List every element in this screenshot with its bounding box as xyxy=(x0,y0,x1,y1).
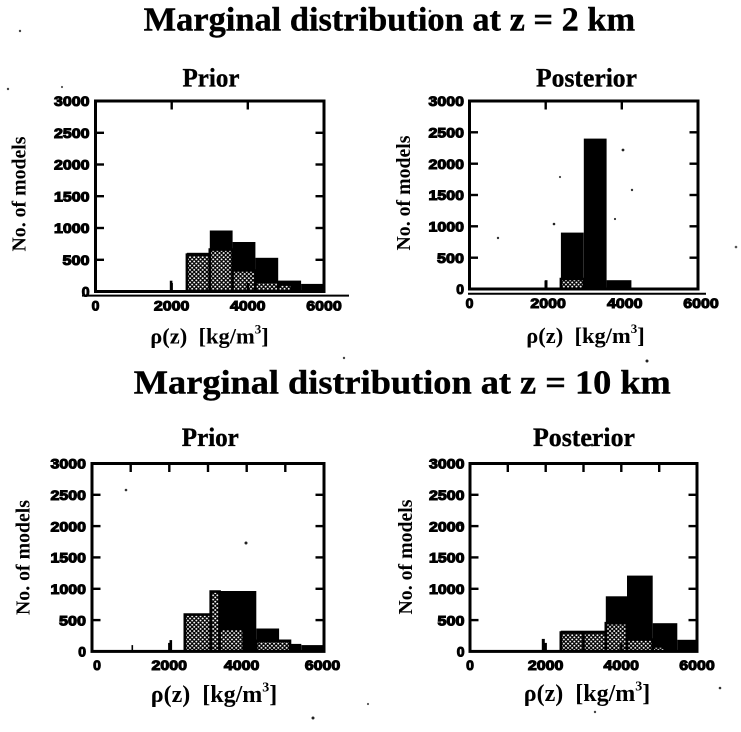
svg-text:1000: 1000 xyxy=(54,220,90,236)
svg-text:Prior: Prior xyxy=(182,423,239,452)
svg-text:Marginal distribution at z = 2: Marginal distribution at z = 2 km xyxy=(144,1,636,38)
svg-text:2500: 2500 xyxy=(429,487,465,503)
svg-text:0: 0 xyxy=(466,295,474,311)
svg-text:2000: 2000 xyxy=(54,157,90,173)
svg-text:1000: 1000 xyxy=(51,581,87,597)
svg-text:6000: 6000 xyxy=(305,657,341,673)
svg-text:4000: 4000 xyxy=(607,295,643,311)
svg-text:1500: 1500 xyxy=(54,188,90,204)
svg-text:2500: 2500 xyxy=(54,125,90,141)
svg-text:1500: 1500 xyxy=(51,550,87,566)
svg-text:6000: 6000 xyxy=(683,295,719,311)
svg-text:No. of models: No. of models xyxy=(395,499,417,614)
svg-text:2500: 2500 xyxy=(51,487,87,503)
svg-text:0: 0 xyxy=(456,281,464,297)
svg-text:6000: 6000 xyxy=(679,657,715,673)
svg-text:0: 0 xyxy=(82,284,90,300)
svg-text:0: 0 xyxy=(466,657,474,673)
svg-text:4000: 4000 xyxy=(604,657,640,673)
svg-text:3000: 3000 xyxy=(51,456,87,472)
svg-text:Posterior: Posterior xyxy=(533,423,635,452)
svg-text:6000: 6000 xyxy=(306,298,342,314)
svg-text:500: 500 xyxy=(63,252,90,268)
svg-text:No. of models: No. of models xyxy=(13,500,35,615)
svg-text:2000: 2000 xyxy=(152,657,188,673)
svg-text:ρ(z) [kg/m3]: ρ(z) [kg/m3] xyxy=(150,322,269,349)
svg-text:3000: 3000 xyxy=(429,93,465,109)
svg-text:2000: 2000 xyxy=(429,156,465,172)
svg-text:No. of models: No. of models xyxy=(393,135,415,250)
svg-text:4000: 4000 xyxy=(230,298,266,314)
svg-text:Prior: Prior xyxy=(183,63,240,92)
svg-text:2500: 2500 xyxy=(429,125,465,141)
svg-text:0: 0 xyxy=(93,657,101,673)
svg-text:3000: 3000 xyxy=(54,93,90,109)
svg-text:ρ(z) [kg/m3]: ρ(z) [kg/m3] xyxy=(526,321,645,348)
svg-text:4000: 4000 xyxy=(224,657,260,673)
svg-text:0: 0 xyxy=(457,644,465,660)
svg-text:No. of models: No. of models xyxy=(9,136,31,251)
svg-text:Posterior: Posterior xyxy=(536,63,637,92)
svg-text:Marginal distribution at z = 1: Marginal distribution at z = 10 km xyxy=(134,365,671,402)
svg-text:500: 500 xyxy=(59,612,86,628)
svg-text:0: 0 xyxy=(78,644,86,660)
svg-text:1000: 1000 xyxy=(429,581,465,597)
svg-text:1000: 1000 xyxy=(429,219,465,235)
svg-text:500: 500 xyxy=(437,250,464,266)
svg-text:ρ(z) [kg/m3]: ρ(z) [kg/m3] xyxy=(151,681,277,709)
svg-text:ρ(z) [kg/m3]: ρ(z) [kg/m3] xyxy=(524,680,650,708)
svg-text:2000: 2000 xyxy=(530,295,566,311)
svg-text:3000: 3000 xyxy=(429,456,465,472)
svg-text:0: 0 xyxy=(92,298,100,314)
svg-text:500: 500 xyxy=(438,612,465,628)
svg-text:2000: 2000 xyxy=(154,298,190,314)
svg-text:2000: 2000 xyxy=(429,518,465,534)
svg-text:1500: 1500 xyxy=(429,187,465,203)
svg-text:2000: 2000 xyxy=(528,657,564,673)
svg-text:2000: 2000 xyxy=(51,518,87,534)
svg-text:1500: 1500 xyxy=(429,550,465,566)
